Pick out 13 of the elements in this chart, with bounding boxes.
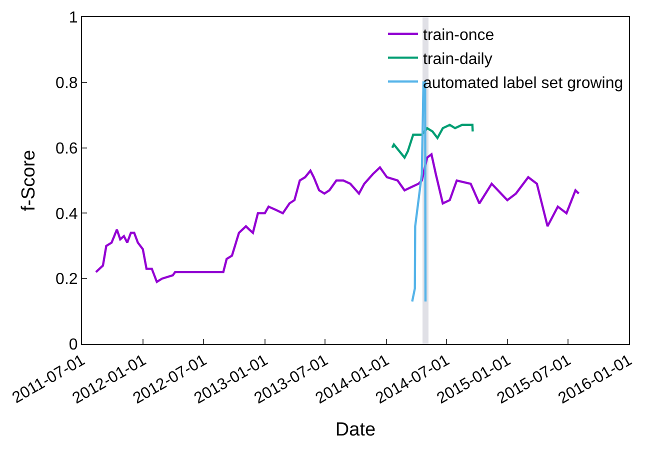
line-series (391, 124, 474, 159)
legend-label: automated label set growing (423, 74, 624, 92)
x-axis-title: Date (335, 419, 376, 440)
y-tick-label: 0.4 (56, 206, 78, 223)
y-axis-title: f-Score (18, 150, 40, 212)
y-tick-label: 0.8 (56, 75, 78, 92)
y-tick-label: 0.6 (56, 140, 78, 158)
y-tick-label: 0 (68, 336, 78, 354)
y-tick-label: 0.2 (56, 271, 78, 288)
y-tick-label: 1 (68, 10, 78, 27)
legend-label: train-once (423, 27, 494, 44)
legend-label: train-daily (423, 50, 492, 68)
line-series (94, 153, 580, 283)
